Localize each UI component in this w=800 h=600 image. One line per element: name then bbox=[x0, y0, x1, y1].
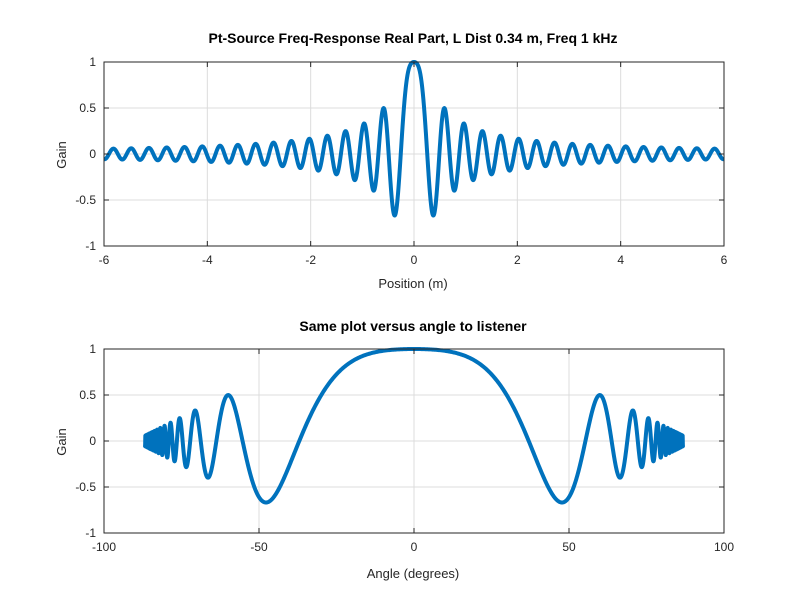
top-x-tick-label: 6 bbox=[721, 253, 728, 267]
bottom-y-axis-label: Gain bbox=[54, 428, 69, 455]
bottom-x-tick-label: 0 bbox=[411, 540, 418, 554]
top-y-axis-label: Gain bbox=[54, 141, 69, 168]
top-x-tick-label: 2 bbox=[514, 253, 521, 267]
bottom-chart-title: Same plot versus angle to listener bbox=[299, 318, 527, 334]
top-x-tick-label: -2 bbox=[305, 253, 316, 267]
bottom-y-tick-label: -0.5 bbox=[75, 480, 96, 494]
bottom-x-tick-label: -100 bbox=[92, 540, 116, 554]
bottom-y-tick-label: 0.5 bbox=[79, 388, 96, 402]
top-y-tick-label: 0.5 bbox=[79, 101, 96, 115]
top-y-tick-label: 1 bbox=[89, 55, 96, 69]
top-x-tick-label: 0 bbox=[411, 253, 418, 267]
bottom-x-tick-label: 50 bbox=[562, 540, 576, 554]
top-x-tick-label: -4 bbox=[202, 253, 213, 267]
bottom-y-tick-label: 0 bbox=[89, 434, 96, 448]
top-x-tick-label: 4 bbox=[617, 253, 624, 267]
bottom-x-axis-label: Angle (degrees) bbox=[367, 566, 460, 581]
top-x-tick-label: -6 bbox=[99, 253, 110, 267]
top-chart-title: Pt-Source Freq-Response Real Part, L Dis… bbox=[209, 30, 618, 46]
top-y-tick-label: -0.5 bbox=[75, 193, 96, 207]
bottom-y-tick-label: 1 bbox=[89, 342, 96, 356]
bottom-x-tick-label: -50 bbox=[250, 540, 268, 554]
bottom-axes: Same plot versus angle to listener Angle… bbox=[54, 318, 734, 581]
bottom-y-tick-label: -1 bbox=[85, 526, 96, 540]
bottom-grid bbox=[103, 348, 725, 534]
top-axes: Pt-Source Freq-Response Real Part, L Dis… bbox=[54, 30, 728, 291]
bottom-x-tick-label: 100 bbox=[714, 540, 734, 554]
top-y-tick-label: 0 bbox=[89, 147, 96, 161]
top-x-axis-label: Position (m) bbox=[378, 276, 447, 291]
top-y-tick-label: -1 bbox=[85, 239, 96, 253]
